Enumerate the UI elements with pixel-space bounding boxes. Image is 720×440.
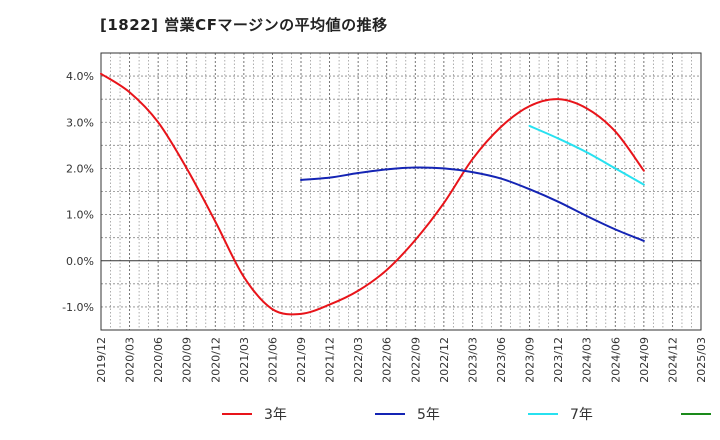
- x-tick-label: 2023/09: [524, 337, 537, 383]
- y-tick-label: 2.0%: [66, 162, 94, 175]
- x-tick-label: 2022/03: [352, 337, 365, 383]
- legend-label: 5年: [417, 407, 440, 423]
- x-tick-label: 2020/03: [124, 337, 137, 383]
- x-tick-label: 2024/03: [581, 337, 594, 383]
- x-tick-label: 2020/06: [152, 337, 165, 383]
- y-tick-label: 1.0%: [66, 209, 94, 222]
- x-tick-label: 2024/09: [638, 337, 651, 383]
- series-line-2: [528, 124, 645, 186]
- x-tick-label: 2024/06: [609, 337, 622, 383]
- x-tick-label: 2021/12: [324, 337, 337, 383]
- legend-label: 3年: [264, 407, 287, 423]
- x-tick-label: 2022/06: [381, 337, 394, 383]
- x-tick-label: 2024/12: [666, 337, 679, 383]
- y-tick-label: 0.0%: [66, 255, 94, 268]
- x-tick-label: 2021/09: [295, 337, 308, 383]
- y-tick-label: 4.0%: [66, 70, 94, 83]
- legend-label: 7年: [570, 407, 593, 423]
- x-tick-label: 2023/12: [552, 337, 565, 383]
- x-tick-label: 2020/12: [209, 337, 222, 383]
- x-tick-label: 2022/12: [438, 337, 451, 383]
- x-tick-label: 2020/09: [181, 337, 194, 383]
- series-line-0: [100, 72, 645, 316]
- y-tick-label: 3.0%: [66, 116, 94, 129]
- x-tick-label: 2021/03: [238, 337, 251, 383]
- x-tick-label: 2025/03: [695, 337, 708, 383]
- x-tick-label: 2019/12: [95, 337, 108, 383]
- plot-border: [100, 52, 702, 331]
- x-tick-label: 2023/06: [495, 337, 508, 383]
- x-tick-label: 2021/06: [266, 337, 279, 383]
- y-tick-label: -1.0%: [62, 301, 94, 314]
- series-line-1: [300, 166, 645, 242]
- x-tick-label: 2022/09: [409, 337, 422, 383]
- x-tick-label: 2023/03: [466, 337, 479, 383]
- chart-title: [1822] 営業CFマージンの平均値の推移: [100, 16, 388, 34]
